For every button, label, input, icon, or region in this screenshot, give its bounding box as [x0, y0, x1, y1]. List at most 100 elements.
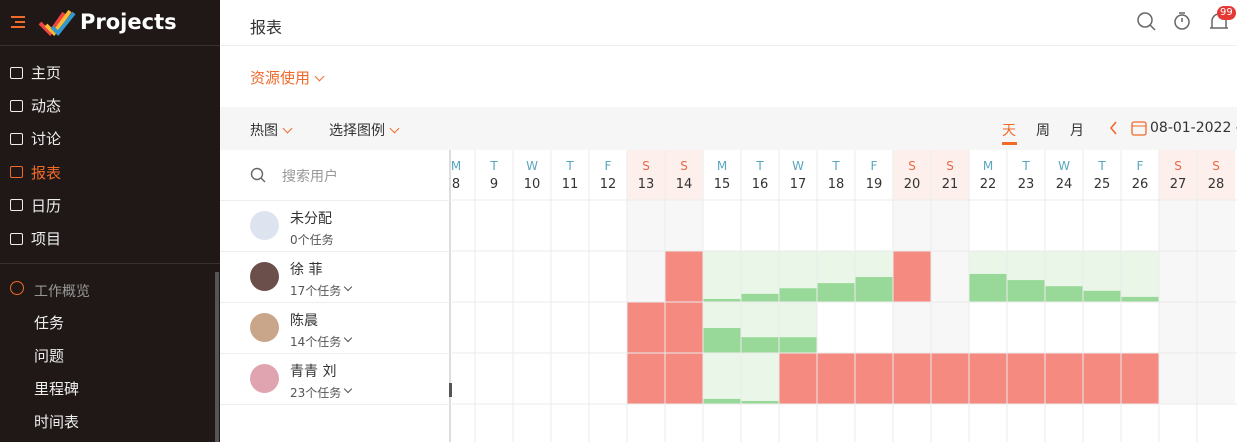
allocation-bar — [779, 337, 817, 353]
weekday-label: M — [452, 159, 461, 173]
search-icon[interactable] — [1137, 12, 1156, 31]
view-dropdown[interactable]: 热图 — [250, 120, 291, 140]
weekend-header — [665, 150, 703, 200]
avatar — [250, 262, 279, 291]
nav-item[interactable]: 报表 — [10, 162, 61, 183]
nav-item[interactable]: 主页 — [10, 62, 61, 83]
date-label: 23 — [1018, 177, 1035, 192]
weekday-label: T — [565, 159, 574, 173]
overload-cell — [931, 353, 969, 404]
allocation-bar — [741, 293, 779, 302]
row-border — [220, 353, 450, 354]
weekend-header — [893, 150, 931, 200]
scale-tab[interactable]: 周 — [1036, 123, 1050, 139]
nav-item[interactable]: 项目 — [10, 228, 61, 249]
weekday-label: S — [642, 159, 650, 173]
nav-icon — [10, 232, 23, 245]
date-label: 8 — [452, 177, 460, 192]
allocation-bar — [969, 273, 1007, 302]
weekday-label: S — [908, 159, 916, 173]
date-label: 13 — [638, 177, 655, 192]
row-border — [220, 251, 450, 252]
scale-underline — [1002, 142, 1017, 145]
sub-nav-item[interactable]: 问题 — [34, 347, 65, 365]
date-label: 12 — [600, 177, 617, 192]
allocation-bar — [779, 288, 817, 302]
task-count[interactable]: 17个任务 — [290, 284, 342, 298]
weekday-label: T — [1097, 159, 1106, 173]
date-label: 9 — [490, 177, 498, 192]
section-title[interactable]: 工作概览 — [34, 284, 90, 300]
splitter — [449, 150, 451, 442]
date-label: 21 — [942, 177, 959, 192]
nav-item[interactable]: 讨论 — [10, 128, 61, 149]
overload-cell — [665, 302, 703, 353]
brand: Projects — [80, 10, 177, 34]
task-count[interactable]: 14个任务 — [290, 335, 342, 349]
allocation-bar — [703, 398, 741, 404]
allocation-bar — [817, 283, 855, 302]
overload-cell — [817, 353, 855, 404]
user-name: 徐 菲 — [290, 262, 323, 278]
scale-tab[interactable]: 月 — [1070, 123, 1084, 139]
overload-cell — [1045, 353, 1083, 404]
date-label: 24 — [1056, 177, 1073, 192]
avatar — [250, 211, 279, 240]
weekday-label: S — [946, 159, 954, 173]
avatar — [250, 364, 279, 393]
sub-nav-item[interactable]: 里程碑 — [34, 380, 80, 398]
sub-nav-item[interactable]: 任务 — [34, 314, 65, 332]
chevron — [343, 333, 353, 343]
legend-dropdown[interactable]: 选择图例 — [329, 120, 398, 140]
weekend-header — [627, 150, 665, 200]
overload-cell — [627, 302, 665, 353]
task-count[interactable]: 0个任务 — [290, 233, 334, 247]
scale-tab[interactable]: 天 — [1002, 123, 1016, 139]
date-label: 14 — [676, 177, 693, 192]
prev-button[interactable] — [1109, 121, 1117, 135]
report-selector[interactable]: 资源使用 — [250, 67, 323, 88]
date-label: 20 — [904, 177, 921, 192]
weekend-header — [931, 150, 969, 200]
user-name: 未分配 — [290, 211, 332, 227]
weekday-label: S — [1174, 159, 1182, 173]
task-count[interactable]: 23个任务 — [290, 386, 342, 400]
nav-item[interactable]: 动态 — [10, 95, 61, 116]
section-icon — [10, 281, 24, 295]
overload-cell — [665, 353, 703, 404]
weekday-label: T — [831, 159, 840, 173]
user-name: 陈晨 — [290, 313, 318, 329]
weekday-label: S — [680, 159, 688, 173]
timer-icon[interactable] — [1174, 12, 1190, 30]
date-label: 15 — [714, 177, 731, 192]
avatar — [250, 313, 279, 342]
overload-cell — [1083, 353, 1121, 404]
search-input[interactable]: 搜索用户 — [282, 169, 338, 185]
weekend-header — [1197, 150, 1235, 200]
nav-item[interactable]: 日历 — [10, 195, 61, 216]
chevron — [343, 384, 353, 394]
sidebar: Projects 工作概览 主页动态讨论报表日历项目任务问题里程碑时间表 — [0, 0, 220, 442]
weekday-label: T — [489, 159, 498, 173]
date-nav — [1109, 121, 1147, 136]
date-label: 22 — [980, 177, 997, 192]
allocation-bar — [741, 337, 779, 353]
nav-icon — [10, 66, 23, 79]
splitter-handle[interactable] — [449, 383, 452, 397]
allocation-bar — [703, 328, 741, 353]
sub-nav-item[interactable]: 时间表 — [34, 413, 80, 431]
overload-cell — [627, 353, 665, 404]
search-icon — [250, 167, 266, 183]
page-title: 报表 — [250, 18, 283, 37]
menu-icon[interactable] — [10, 14, 26, 30]
date-label: 10 — [524, 177, 541, 192]
overload-cell — [665, 251, 703, 302]
date-range[interactable]: 08-01-2022 - — [1150, 120, 1237, 136]
chevron — [343, 282, 353, 292]
weekend-header — [1159, 150, 1197, 200]
logo — [38, 9, 76, 37]
allocation-background — [741, 353, 779, 404]
allocation-bar — [1007, 280, 1045, 302]
calendar-icon[interactable] — [1131, 121, 1147, 136]
nav-icon — [10, 199, 23, 212]
